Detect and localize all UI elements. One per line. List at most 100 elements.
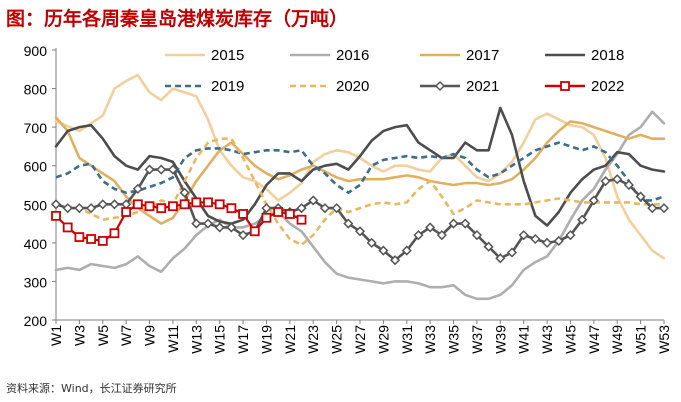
data-point-2021 bbox=[226, 222, 237, 233]
data-point-2022 bbox=[121, 207, 132, 217]
data-point-2021 bbox=[600, 176, 611, 187]
x-tick-label: W45 bbox=[562, 325, 578, 354]
x-tick-label: W49 bbox=[609, 325, 625, 354]
data-point-2022 bbox=[203, 197, 213, 208]
data-point-2021 bbox=[86, 203, 97, 214]
series-line-2017 bbox=[54, 116, 666, 225]
data-point-2021 bbox=[413, 230, 424, 241]
data-point-2021 bbox=[623, 179, 634, 191]
data-point-2022 bbox=[238, 209, 248, 219]
data-point-2021 bbox=[62, 203, 73, 214]
data-point-2021 bbox=[156, 164, 167, 175]
data-point-2021 bbox=[658, 203, 670, 214]
series-line-2016 bbox=[54, 110, 666, 301]
legend-label-2015: 2015 bbox=[211, 47, 244, 64]
y-tick-label: 600 bbox=[24, 159, 48, 175]
legend-label-2019: 2019 bbox=[211, 78, 244, 95]
data-point-2021 bbox=[132, 183, 143, 194]
data-point-2021 bbox=[448, 218, 459, 229]
legend-item-2021: 2021 bbox=[420, 78, 499, 95]
series-2016 bbox=[54, 110, 666, 301]
series-2018 bbox=[54, 106, 666, 227]
legend-item-2020: 2020 bbox=[290, 78, 369, 95]
x-tick-label: W19 bbox=[258, 325, 274, 354]
data-point-2021 bbox=[179, 187, 190, 198]
series-layer bbox=[50, 73, 670, 301]
data-point-2022 bbox=[168, 201, 178, 212]
data-point-2022 bbox=[51, 210, 61, 221]
data-point-2021 bbox=[530, 233, 541, 245]
data-point-2022 bbox=[296, 214, 307, 225]
legend-label-2020: 2020 bbox=[336, 78, 369, 95]
legend-item-2017: 2017 bbox=[420, 47, 499, 64]
legend-marker-2022 bbox=[560, 81, 570, 91]
legend-item-2019: 2019 bbox=[165, 78, 244, 95]
chart-axes: 200 300 400 500 600 700 800 900 W1 W3 W5 W7 W9 W11 W13… bbox=[24, 43, 672, 354]
data-point-2021 bbox=[588, 195, 599, 206]
series-line-2022 bbox=[54, 201, 303, 242]
x-tick-label: W1 bbox=[48, 325, 64, 346]
x-tick-label: W9 bbox=[142, 325, 158, 346]
y-tick-label: 200 bbox=[24, 313, 48, 329]
source-note: 资料来源：Wind，长江证券研究所 bbox=[6, 382, 177, 395]
series-line-2018 bbox=[54, 106, 666, 227]
data-point-2021 bbox=[635, 191, 646, 202]
x-tick-label: W47 bbox=[586, 325, 602, 354]
data-point-2021 bbox=[144, 164, 155, 175]
data-point-2021 bbox=[518, 230, 529, 241]
data-point-2021 bbox=[50, 199, 62, 210]
series-2022 bbox=[51, 197, 307, 246]
data-point-2021 bbox=[401, 245, 412, 256]
data-point-2021 bbox=[308, 195, 319, 206]
data-point-2021 bbox=[483, 241, 494, 252]
data-point-2021 bbox=[378, 245, 389, 256]
legend-item-2015: 2015 bbox=[165, 47, 244, 64]
data-point-2021 bbox=[436, 230, 447, 241]
x-tick-label: W15 bbox=[212, 325, 228, 354]
y-tick-label: 700 bbox=[24, 120, 48, 136]
data-point-2021 bbox=[506, 247, 518, 258]
x-tick-label: W11 bbox=[165, 325, 181, 353]
x-tick-label: W7 bbox=[118, 325, 134, 346]
data-point-2022 bbox=[249, 226, 260, 237]
data-point-2022 bbox=[261, 212, 272, 223]
data-point-2021 bbox=[565, 230, 576, 241]
x-tick-label: W13 bbox=[188, 325, 204, 354]
x-tick-label: W29 bbox=[375, 325, 391, 354]
legend-label-2017: 2017 bbox=[466, 47, 499, 64]
data-point-2022 bbox=[273, 207, 284, 217]
legend-marker-2021 bbox=[434, 80, 446, 92]
y-tick-label: 500 bbox=[24, 197, 48, 213]
legend-item-2022: 2022 bbox=[545, 78, 624, 95]
x-tick-label: W37 bbox=[469, 325, 485, 354]
data-point-2022 bbox=[109, 228, 120, 239]
data-point-2022 bbox=[144, 201, 155, 212]
legend-item-2018: 2018 bbox=[545, 47, 624, 64]
data-point-2021 bbox=[109, 199, 120, 210]
series-2017 bbox=[54, 116, 666, 225]
legend-label-2022: 2022 bbox=[591, 78, 624, 95]
y-tick-label: 800 bbox=[24, 82, 48, 98]
data-point-2021 bbox=[425, 222, 436, 233]
data-point-2021 bbox=[261, 203, 272, 214]
x-tick-label: W35 bbox=[446, 325, 462, 354]
x-tick-label: W17 bbox=[235, 325, 251, 354]
x-tick-label: W31 bbox=[399, 325, 415, 354]
data-point-2021 bbox=[296, 203, 307, 214]
data-point-2022 bbox=[86, 234, 96, 244]
data-point-2021 bbox=[495, 253, 506, 264]
legend-label-2016: 2016 bbox=[336, 47, 369, 64]
data-point-2021 bbox=[238, 230, 249, 241]
data-point-2021 bbox=[74, 203, 85, 214]
y-tick-label: 400 bbox=[24, 236, 48, 252]
data-point-2021 bbox=[319, 203, 330, 214]
x-tick-label: W25 bbox=[329, 325, 345, 354]
chart-legend: 2015 2016 2017 2018 2019 2020 2021 2022 bbox=[165, 47, 624, 95]
data-point-2021 bbox=[167, 164, 178, 175]
legend-label-2018: 2018 bbox=[591, 47, 624, 64]
x-tick-label: W41 bbox=[516, 325, 532, 354]
x-tick-label: W33 bbox=[422, 325, 438, 354]
x-tick-label: W39 bbox=[492, 325, 508, 354]
data-point-2021 bbox=[471, 230, 482, 241]
